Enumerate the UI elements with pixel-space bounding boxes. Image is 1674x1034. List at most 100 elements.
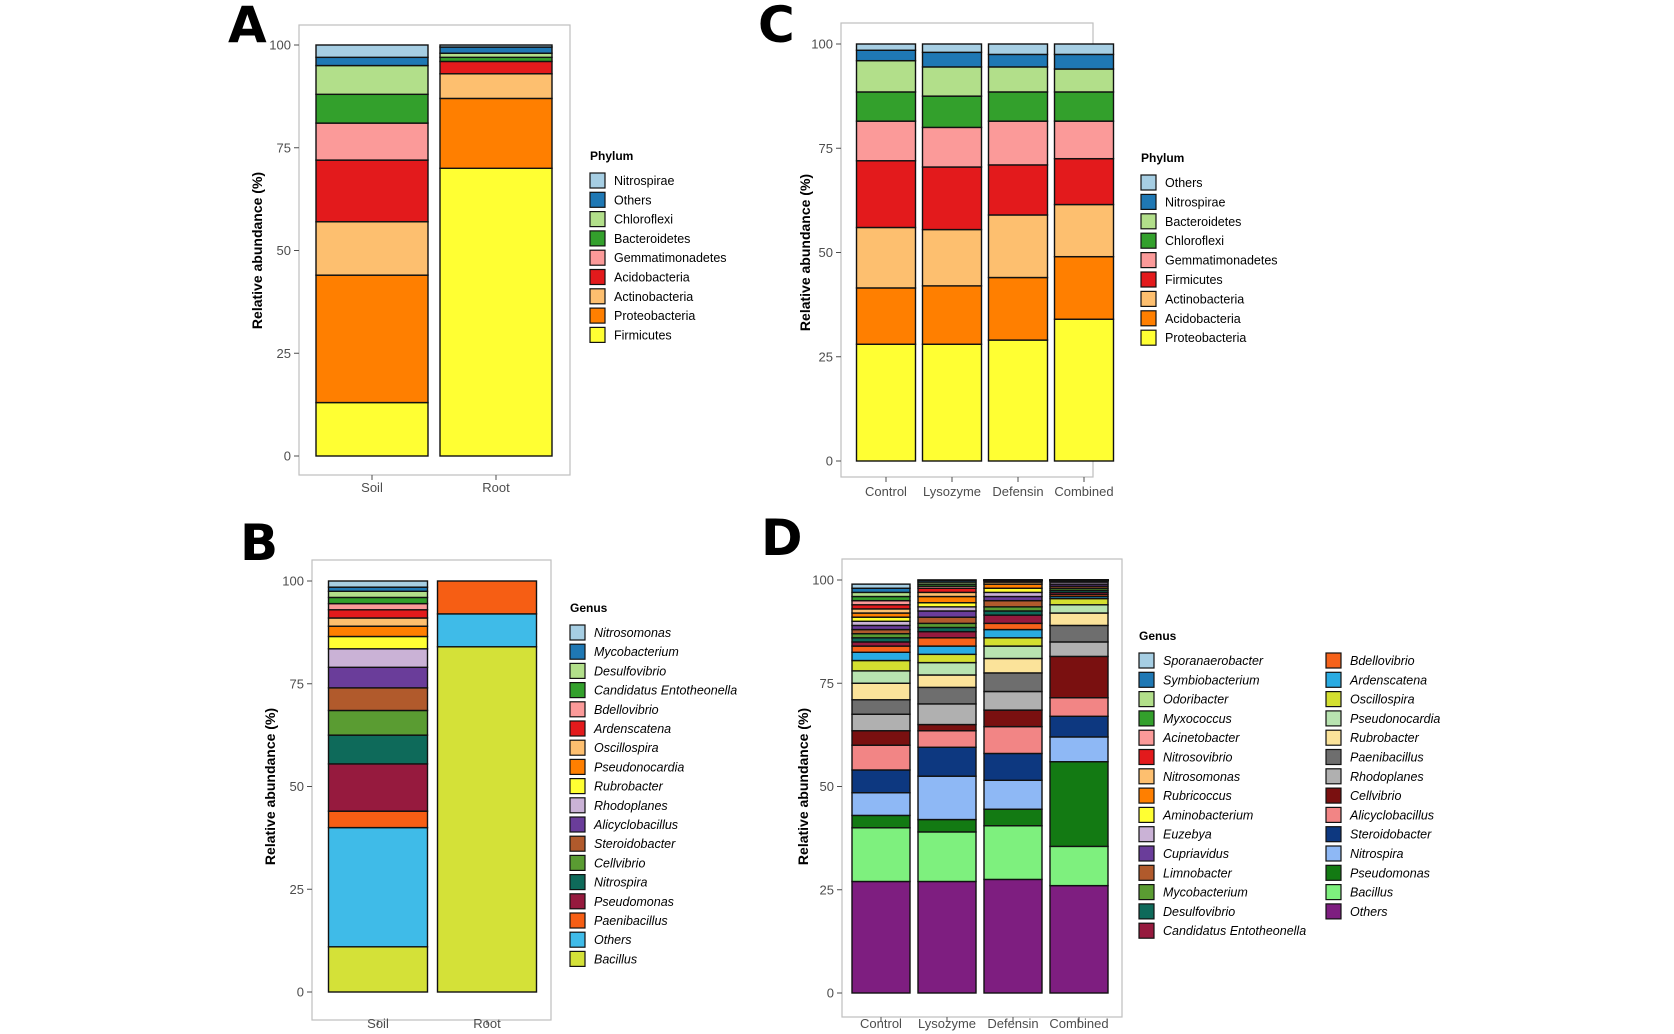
legend-title: Phylum <box>1141 151 1184 165</box>
y-tick-label: 0 <box>297 985 304 1000</box>
legend-item: Gemmatimonadetes <box>589 249 727 266</box>
legend-swatch <box>1140 232 1157 249</box>
legend-label: Cupriavidus <box>1163 847 1229 861</box>
bar-segment-pseudonocardia <box>327 625 429 638</box>
bar-segment-pseudonocardia <box>1049 604 1109 614</box>
bar-segment-proteobacteria <box>439 97 553 170</box>
panel-letter-c: C <box>758 0 795 54</box>
bar-segment-limnobacter <box>983 599 1043 608</box>
bar-segment-others <box>921 43 983 54</box>
legend-label: Acinetobacter <box>1162 731 1240 745</box>
bar-defensin <box>987 43 1049 462</box>
bar-soil <box>327 580 429 993</box>
legend-swatch <box>1138 652 1155 669</box>
y-tick-label: 50 <box>277 243 291 258</box>
bar-segment-rhodoplanes <box>327 648 429 669</box>
legend-item: Nitrospira <box>569 873 648 891</box>
bar-segment-pseudomonas <box>983 808 1043 827</box>
legend-item: Oscillospira <box>569 739 659 756</box>
x-tick-label: Combined <box>1049 1016 1108 1031</box>
bar-segment-rubricoccus <box>917 595 977 604</box>
panel-letter-a: A <box>228 0 267 54</box>
legend-label: Gemmatimonadetes <box>614 251 727 265</box>
legend-item: Alicyclobacillus <box>1325 806 1434 824</box>
legend-swatch <box>1325 690 1342 708</box>
legend-label: Firmicutes <box>1165 273 1223 287</box>
bar-segment-bacillus <box>983 825 1043 881</box>
stacked-bar-chart-d: 0 25 50 75 100 Relative abundance (%) Control L… <box>795 558 1440 1031</box>
bar-segment-oscillospira <box>327 617 429 627</box>
legend-label: Rhodoplanes <box>594 799 668 813</box>
bar-segment-bacillus <box>1049 845 1109 887</box>
bar-segment-rubrobacter <box>917 674 977 689</box>
legend-label: Rubrobacter <box>1350 731 1420 745</box>
legend-item: Steroidobacter <box>569 835 676 852</box>
legend-swatch <box>1325 768 1342 785</box>
bar-segment-firmicutes <box>921 166 983 231</box>
bar-combined <box>1049 579 1109 994</box>
legend-swatch <box>1325 787 1342 804</box>
bar-segment-alicyclobacillus <box>917 730 977 748</box>
bar-segment-nitrospirae <box>855 49 917 62</box>
bar-segment-chloroflexi <box>855 91 917 122</box>
bar-segment-alicyclobacillus <box>983 725 1043 755</box>
bar-segment-cellvibrio <box>917 723 977 732</box>
bar-segment-pseudomonas <box>851 814 911 829</box>
bar-segment-others <box>855 43 917 51</box>
bar-segment-firmicutes <box>439 167 553 457</box>
legend-label: Alicyclobacillus <box>1349 808 1434 822</box>
legend-item: Candidatus Entotheonella <box>1138 922 1306 939</box>
y-tick-label: 25 <box>277 346 291 361</box>
bar-segment-rhodoplanes <box>983 690 1043 711</box>
bar-defensin <box>983 579 1043 994</box>
legend-label: Acidobacteria <box>614 271 690 285</box>
bar-segment-bacteroidetes <box>855 59 917 93</box>
legend-swatch <box>569 681 586 699</box>
bar-segment-gemmatimonadetes <box>855 120 917 162</box>
legend-label: Pseudomonas <box>594 895 674 909</box>
bar-root <box>439 44 553 457</box>
bar-segment-nitrospirae <box>439 44 553 48</box>
bar-segment-nitrospira <box>851 791 911 817</box>
legend-swatch <box>1325 864 1342 881</box>
bar-segment-others <box>315 56 429 67</box>
bar-segment-paenibacillus <box>1049 624 1109 643</box>
legend-item: Rhodoplanes <box>1325 768 1424 785</box>
legend-item: Alicyclobacillus <box>569 816 678 833</box>
legend-label: Actinobacteria <box>1165 292 1244 306</box>
bar-segment-limnobacter <box>917 616 977 625</box>
legend-label: Candidatus Entotheonella <box>1163 924 1306 938</box>
legend-swatch <box>569 893 586 910</box>
legend-swatch <box>569 777 586 795</box>
bar-segment-rhodoplanes <box>851 713 911 732</box>
legend-label: Nitrosomonas <box>1163 770 1240 784</box>
legend-label: Nitrosomonas <box>594 626 671 640</box>
y-tick-label: 75 <box>290 676 304 691</box>
bar-segment-sporanaerobacter <box>851 583 911 589</box>
legend-swatch <box>1325 903 1342 920</box>
legend-label: Chloroflexi <box>1165 234 1224 248</box>
legend-swatch <box>1325 826 1342 843</box>
bar-segment-paenibacillus <box>983 672 1043 693</box>
legend-swatch <box>1138 826 1155 843</box>
plot-panel-b <box>311 559 552 1021</box>
legend-label: Cellvibrio <box>594 856 645 870</box>
bar-segment-actinobacteria <box>315 221 429 276</box>
bar-segment-alicyclobacillus <box>851 744 911 771</box>
legend-a: Phylum Nitrospirae Others Chloroflexi Bacter… <box>589 149 727 343</box>
legend-item: Pseudomonas <box>1325 864 1430 881</box>
bar-segment-nitrospirae <box>1053 53 1115 70</box>
y-tick-label: 0 <box>827 986 834 1001</box>
bar-segment-sporanaerobacter <box>1049 579 1109 582</box>
legend-label: Actinobacteria <box>614 290 693 304</box>
bar-segment-pseudomonas <box>327 763 429 812</box>
bar-segment-candidatus-entotheonella <box>983 614 1043 625</box>
bar-segment-firmicutes <box>1053 157 1115 206</box>
legend-swatch <box>1138 768 1155 785</box>
legend-d: Genus Sporanaerobacter Symbiobacterium Odor… <box>1138 629 1440 939</box>
bar-control <box>851 583 911 994</box>
bar-segment-sporanaerobacter <box>983 579 1043 582</box>
legend-item: Others <box>569 931 632 948</box>
legend-swatch <box>1325 729 1342 746</box>
legend-item: Mycobacterium <box>1138 883 1248 901</box>
